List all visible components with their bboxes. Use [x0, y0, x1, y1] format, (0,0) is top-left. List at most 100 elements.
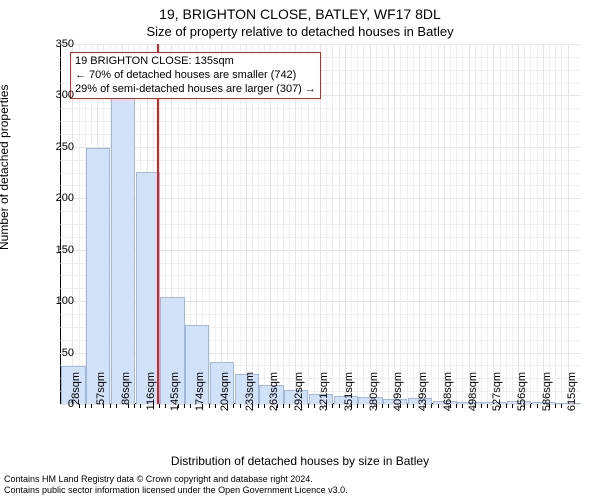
gridline-x-minor — [537, 44, 538, 404]
x-tick-label: 380sqm — [368, 372, 380, 411]
gridline-x — [370, 44, 371, 404]
x-minor-tick — [190, 404, 191, 408]
annotation-line1: 19 BRIGHTON CLOSE: 135sqm — [75, 55, 316, 69]
x-tick-label: 468sqm — [442, 372, 454, 411]
x-tick-label: 439sqm — [417, 372, 429, 411]
x-tick-label: 292sqm — [293, 372, 305, 411]
x-tick-label: 233sqm — [244, 372, 256, 411]
bar — [86, 148, 110, 404]
gridline-x-minor — [382, 44, 383, 404]
annotation-line2: ← 70% of detached houses are smaller (74… — [75, 69, 316, 83]
gridline-x-minor — [487, 44, 488, 404]
gridline-x-minor — [400, 44, 401, 404]
plot-area: 19 BRIGHTON CLOSE: 135sqm← 70% of detach… — [60, 44, 580, 404]
gridline-x — [493, 44, 494, 404]
gridline-x-minor — [339, 44, 340, 404]
y-axis-label: Number of detached properties — [0, 85, 11, 250]
gridline-x-minor — [561, 44, 562, 404]
x-minor-tick — [283, 404, 284, 408]
x-minor-tick — [487, 404, 488, 408]
x-minor-tick — [537, 404, 538, 408]
gridline-x-minor — [481, 44, 482, 404]
x-minor-tick — [134, 404, 135, 408]
gridline-x-minor — [549, 44, 550, 404]
gridline-x — [444, 44, 445, 404]
x-minor-tick — [215, 404, 216, 408]
x-minor-tick — [407, 404, 408, 408]
x-tick-label: 409sqm — [392, 372, 404, 411]
gridline-x-minor — [475, 44, 476, 404]
gridline-x — [394, 44, 395, 404]
x-minor-tick — [413, 404, 414, 408]
x-minor-tick — [462, 404, 463, 408]
x-minor-tick — [165, 404, 166, 408]
y-tick-label: 0 — [34, 398, 74, 410]
gridline-x-minor — [512, 44, 513, 404]
x-minor-tick — [233, 404, 234, 408]
gridline-x-minor — [555, 44, 556, 404]
annotation-box: 19 BRIGHTON CLOSE: 135sqm← 70% of detach… — [70, 52, 321, 99]
chart-subtitle: Size of property relative to detached ho… — [0, 24, 600, 39]
x-minor-tick — [140, 404, 141, 408]
x-tick-label: 527sqm — [491, 372, 503, 411]
gridline-x-minor — [438, 44, 439, 404]
gridline-x-minor — [388, 44, 389, 404]
gridline-x-minor — [326, 44, 327, 404]
x-tick-label: 145sqm — [169, 372, 181, 411]
x-minor-tick — [530, 404, 531, 408]
x-minor-tick — [388, 404, 389, 408]
x-tick-label: 615sqm — [566, 372, 578, 411]
x-minor-tick — [116, 404, 117, 408]
x-minor-tick — [289, 404, 290, 408]
x-minor-tick — [264, 404, 265, 408]
x-tick-label: 263sqm — [268, 372, 280, 411]
x-tick-label: 28sqm — [70, 372, 82, 405]
x-tick-label: 86sqm — [120, 372, 132, 405]
gridline-x-minor — [332, 44, 333, 404]
footnote: Contains HM Land Registry data © Crown c… — [4, 474, 348, 496]
gridline-x-minor — [506, 44, 507, 404]
gridline-x — [568, 44, 569, 404]
x-minor-tick — [506, 404, 507, 408]
x-minor-tick — [481, 404, 482, 408]
x-minor-tick — [561, 404, 562, 408]
x-minor-tick — [431, 404, 432, 408]
y-tick-label: 200 — [34, 192, 74, 204]
gridline-x — [469, 44, 470, 404]
x-minor-tick — [456, 404, 457, 408]
gridline-x-minor — [500, 44, 501, 404]
x-minor-tick — [332, 404, 333, 408]
gridline-x-minor — [462, 44, 463, 404]
x-minor-tick — [314, 404, 315, 408]
gridline-x-minor — [456, 44, 457, 404]
x-minor-tick — [438, 404, 439, 408]
x-tick-label: 556sqm — [516, 372, 528, 411]
gridline-x-minor — [431, 44, 432, 404]
x-minor-tick — [357, 404, 358, 408]
y-tick-label: 50 — [34, 347, 74, 359]
x-minor-tick — [159, 404, 160, 408]
chart-title: 19, BRIGHTON CLOSE, BATLEY, WF17 8DL — [0, 6, 600, 22]
x-minor-tick — [209, 404, 210, 408]
x-tick-label: 351sqm — [343, 372, 355, 411]
x-axis-label: Distribution of detached houses by size … — [0, 454, 600, 468]
gridline-x-minor — [376, 44, 377, 404]
gridline-x-minor — [407, 44, 408, 404]
x-minor-tick — [240, 404, 241, 408]
x-tick-label: 116sqm — [145, 372, 157, 410]
y-tick-label: 300 — [34, 89, 74, 101]
x-tick-label: 174sqm — [194, 372, 206, 411]
x-tick-label: 321sqm — [318, 372, 330, 411]
x-minor-tick — [555, 404, 556, 408]
chart-frame: 19, BRIGHTON CLOSE, BATLEY, WF17 8DL Siz… — [0, 0, 600, 500]
x-minor-tick — [258, 404, 259, 408]
x-tick-label: 498sqm — [467, 372, 479, 411]
x-minor-tick — [363, 404, 364, 408]
x-tick-label: 57sqm — [95, 372, 107, 405]
x-tick-label: 204sqm — [219, 372, 231, 411]
gridline-x-minor — [413, 44, 414, 404]
gridline-x-minor — [357, 44, 358, 404]
x-minor-tick — [382, 404, 383, 408]
x-minor-tick — [85, 404, 86, 408]
y-tick-label: 250 — [34, 141, 74, 153]
